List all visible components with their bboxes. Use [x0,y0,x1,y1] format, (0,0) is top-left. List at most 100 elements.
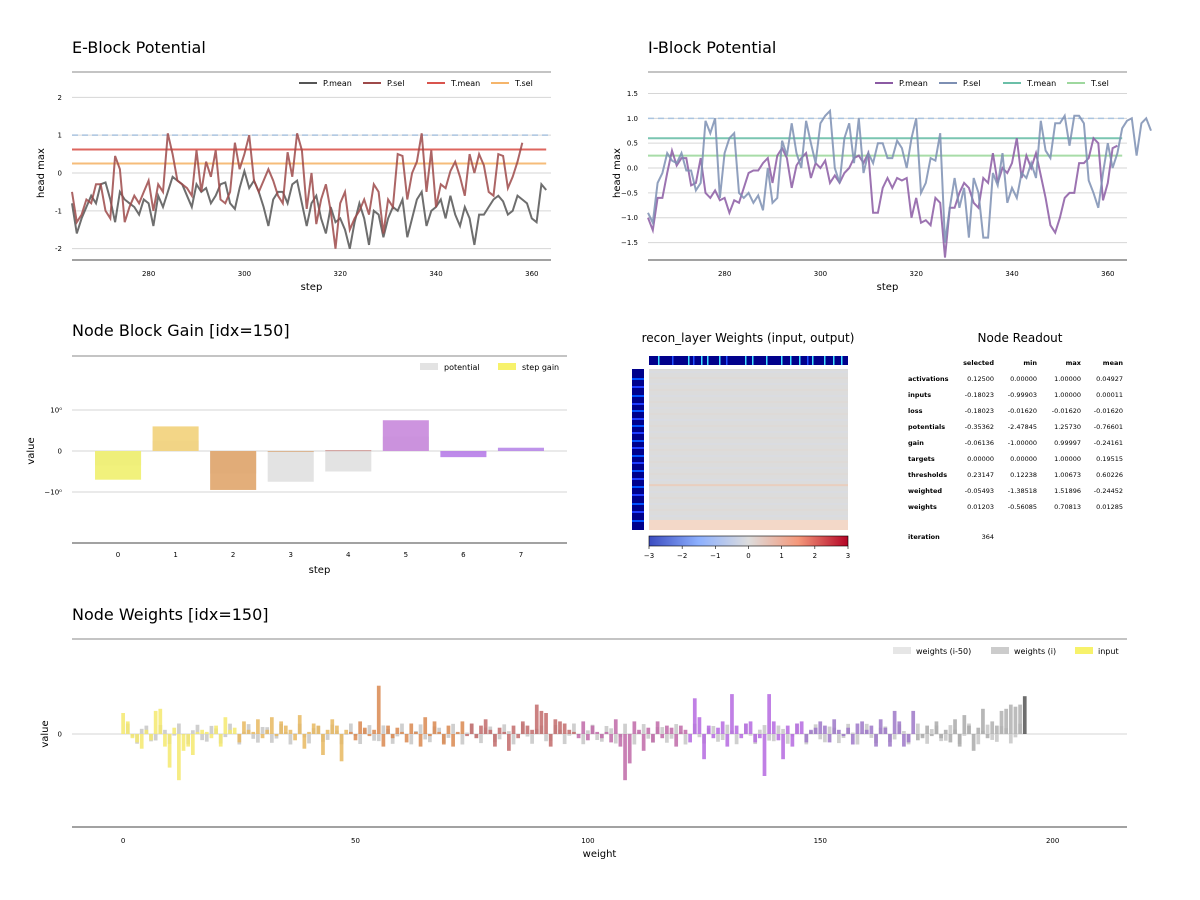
readout-cell: 0.01285 [1096,503,1123,511]
weight-bar [813,727,818,734]
weight-bar [353,734,358,741]
weight-bar [153,710,158,734]
weight-bar [1018,704,1022,734]
weight-bar [204,731,209,734]
readout-cell: 1.00000 [1054,455,1081,463]
readout-cell: 1.00000 [1054,391,1081,399]
weight-bar [757,734,762,739]
weight-bar [1004,708,1009,734]
weight-bar [781,734,785,760]
y-tick-label: -2 [55,245,62,253]
weight-bar [493,734,497,747]
weight-bar [860,721,864,734]
legend-label: T.mean [450,79,480,88]
weight-bar [572,731,576,734]
weight-bar [488,729,493,734]
weight-bar [581,721,586,734]
weight-bar [957,734,962,747]
weight-bar-i [943,734,948,741]
weight-bar [562,723,567,734]
weight-bar [567,729,572,734]
weight-bar-i [665,734,669,743]
weight-bar [1008,704,1013,734]
weight-bar-i [827,726,832,734]
weight-bar-i [511,734,516,745]
gain-bar [497,447,544,451]
weight-bar [390,734,395,739]
readout-row-label: potentials [908,423,945,431]
side-strip-cell [632,478,644,480]
weight-bar-i [785,734,790,744]
side-strip [632,369,644,530]
weight-bar [465,734,469,737]
weight-bar [674,734,679,747]
weight-bar-i [995,734,999,742]
weight-bar [934,721,939,734]
x-tick-label: 360 [1101,270,1114,278]
weight-bar-i [929,729,934,734]
weight-bar-i [437,727,442,734]
weight-bar-i [581,734,586,745]
weight-bar [534,704,539,734]
weight-bar [414,731,418,734]
weight-bar-i [781,728,785,734]
weight-bar-i [976,734,981,745]
top-strip-cell [672,356,674,365]
weight-bar [311,723,316,734]
gain-bar [325,450,372,452]
weight-bar-i [562,734,567,745]
weight-bar [330,719,335,734]
x-tick-label: 6 [461,551,466,559]
side-strip-cell [632,486,644,488]
weight-bar-i [902,731,906,734]
legend-label: T.sel [514,79,533,88]
weight-bar [544,713,548,734]
weight-bar-i [446,734,451,738]
weight-bar [720,721,725,734]
weight-bar-i [460,734,465,745]
legend-swatch [991,647,1009,654]
weight-bar-i [646,734,651,739]
readout-cell: 0.04927 [1096,375,1123,383]
weight-bar [869,725,874,734]
weights-title: Node Weights [idx=150] [72,605,269,624]
readout-row-label: loss [908,407,923,415]
weight-bar [599,734,604,739]
weight-bar-i [381,725,386,734]
weight-bar [409,723,414,734]
readout-row-label: gain [908,439,924,447]
gain-bar [440,451,487,458]
weight-bar [279,721,283,734]
gain-bar [210,451,257,490]
weight-bar-i [683,734,688,745]
weight-bar-i [139,728,144,734]
weight-bar [883,727,888,734]
weight-bar [232,727,237,734]
weight-bar [321,734,325,755]
readout-cell: 1.25730 [1054,423,1081,431]
weight-bar [376,685,381,734]
weight-bar [990,721,995,734]
weight-bar [428,734,432,737]
side-strip-cell [632,410,644,412]
side-strip-cell [632,470,644,472]
side-strip-cell [632,455,644,457]
weight-bar [623,734,627,781]
gain-bar [152,426,199,451]
weight-bar [381,734,386,747]
side-strip-cell [632,440,644,442]
weight-bar [195,731,200,734]
weight-bar-i [767,734,771,741]
x-tick-label: 3 [288,551,292,559]
weight-bar-i [948,725,953,734]
weight-bar [590,725,595,734]
colorbar-tick-label: −2 [677,552,687,560]
weight-bar [367,734,372,737]
weight-bar [730,694,734,734]
y-tick-label: −0.5 [621,189,638,197]
x-tick-label: 2 [231,551,235,559]
weight-bar [242,721,246,734]
weight-bar-i [269,734,274,743]
x-tick-label: 5 [404,551,408,559]
